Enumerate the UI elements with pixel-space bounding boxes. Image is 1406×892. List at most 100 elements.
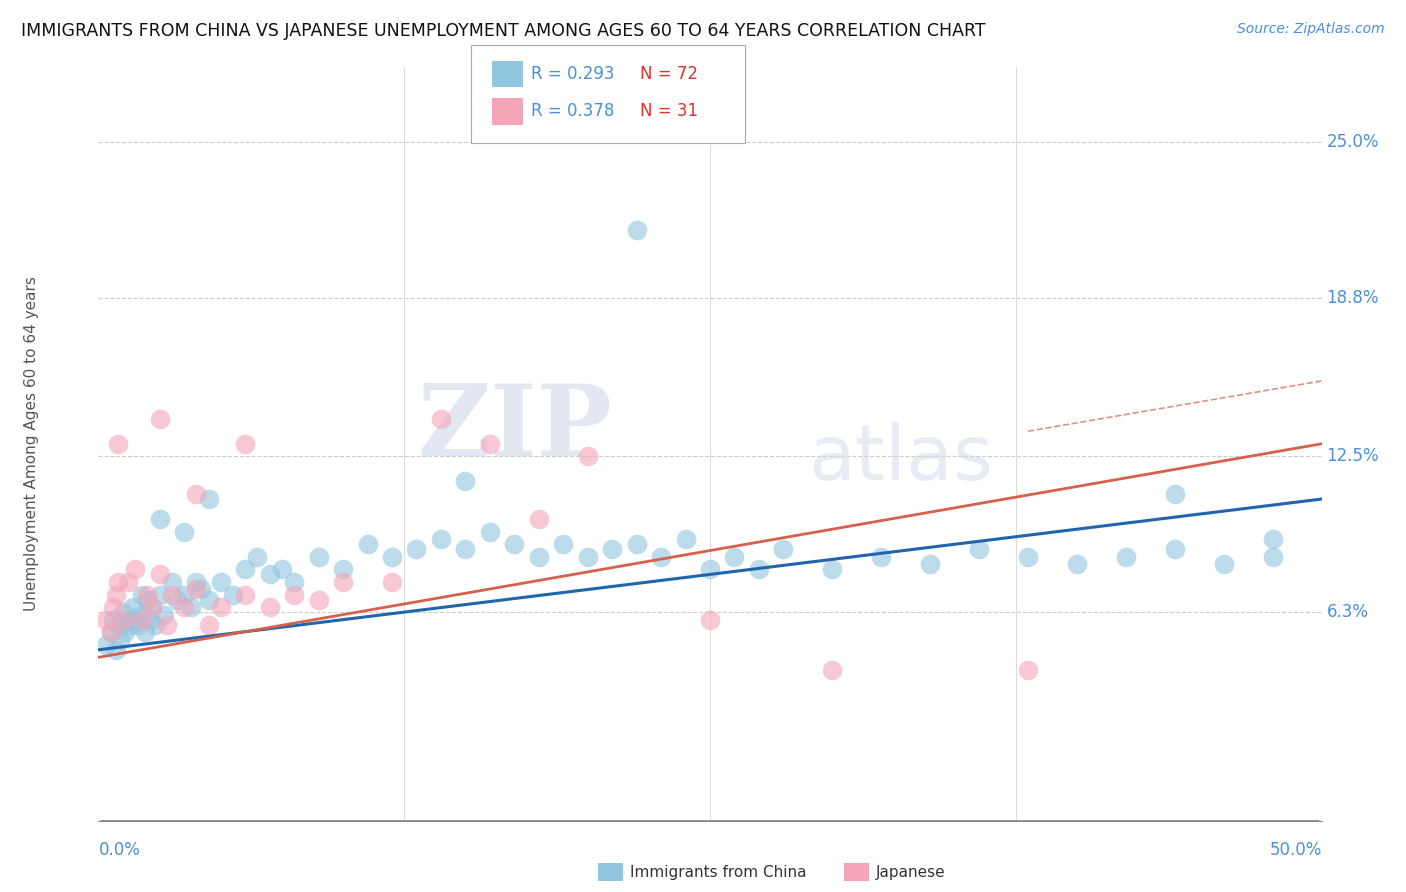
Point <box>576 450 599 464</box>
Text: atlas: atlas <box>808 422 993 496</box>
Point <box>527 549 550 564</box>
Point <box>283 574 305 589</box>
Point <box>920 558 942 572</box>
Point <box>173 524 195 539</box>
Point <box>332 562 354 576</box>
Point <box>120 617 142 632</box>
Point <box>675 533 697 547</box>
Point <box>283 588 305 602</box>
Point <box>233 588 256 602</box>
Point <box>149 588 172 602</box>
Point <box>576 549 599 564</box>
Point <box>308 549 330 564</box>
Text: N = 31: N = 31 <box>640 103 697 120</box>
Point <box>110 632 132 647</box>
Point <box>111 613 134 627</box>
Point <box>160 588 183 602</box>
Point <box>527 512 550 526</box>
Point <box>127 617 149 632</box>
Point <box>124 562 146 576</box>
Point <box>131 588 153 602</box>
Point <box>166 592 188 607</box>
Point <box>186 582 208 597</box>
Point <box>117 613 139 627</box>
Point <box>180 600 202 615</box>
Text: ZIP: ZIP <box>418 380 612 477</box>
Point <box>699 562 721 576</box>
Point <box>197 617 219 632</box>
Point <box>121 600 143 615</box>
Point <box>117 574 139 589</box>
Point <box>143 617 166 632</box>
Point <box>94 638 117 652</box>
Text: 6.3%: 6.3% <box>1326 603 1368 621</box>
Point <box>190 582 212 597</box>
Text: 25.0%: 25.0% <box>1326 133 1379 152</box>
Point <box>209 600 232 615</box>
Text: Source: ZipAtlas.com: Source: ZipAtlas.com <box>1237 22 1385 37</box>
Point <box>153 607 176 622</box>
Point <box>107 574 129 589</box>
Text: 18.8%: 18.8% <box>1326 289 1379 307</box>
Point <box>111 605 134 619</box>
Point <box>650 549 672 564</box>
Point <box>104 642 127 657</box>
Point <box>186 487 208 501</box>
Point <box>1017 663 1039 677</box>
Point <box>209 574 232 589</box>
Point <box>308 592 330 607</box>
Point <box>1017 549 1039 564</box>
Point <box>772 542 794 557</box>
Point <box>222 588 245 602</box>
Point <box>156 617 179 632</box>
Text: 12.5%: 12.5% <box>1326 447 1379 466</box>
Text: 50.0%: 50.0% <box>1270 841 1322 859</box>
Point <box>107 437 129 451</box>
Point <box>332 574 354 589</box>
Point <box>821 663 844 677</box>
Text: N = 72: N = 72 <box>640 65 697 83</box>
Point <box>478 524 501 539</box>
Point <box>1261 549 1284 564</box>
Point <box>246 549 269 564</box>
Point <box>967 542 990 557</box>
Point <box>1164 542 1187 557</box>
Point <box>626 537 648 551</box>
Point <box>94 613 117 627</box>
Point <box>723 549 745 564</box>
Text: Japanese: Japanese <box>876 865 946 880</box>
Point <box>553 537 575 551</box>
Point <box>160 574 183 589</box>
Point <box>233 437 256 451</box>
Point <box>454 475 477 489</box>
Point <box>141 600 163 615</box>
Point <box>134 625 156 640</box>
Text: R = 0.378: R = 0.378 <box>531 103 614 120</box>
Point <box>104 588 127 602</box>
Point <box>821 562 844 576</box>
Point <box>430 411 453 425</box>
Point <box>149 411 172 425</box>
Point <box>1066 558 1088 572</box>
Point <box>478 437 501 451</box>
Text: R = 0.293: R = 0.293 <box>531 65 614 83</box>
Point <box>131 613 153 627</box>
Point <box>129 607 152 622</box>
Text: 0.0%: 0.0% <box>98 841 141 859</box>
Point <box>101 613 124 627</box>
Point <box>259 600 281 615</box>
Point <box>124 613 146 627</box>
Point <box>405 542 427 557</box>
Point <box>1115 549 1137 564</box>
Point <box>136 592 159 607</box>
Point <box>430 533 453 547</box>
Point <box>233 562 256 576</box>
Text: IMMIGRANTS FROM CHINA VS JAPANESE UNEMPLOYMENT AMONG AGES 60 TO 64 YEARS CORRELA: IMMIGRANTS FROM CHINA VS JAPANESE UNEMPL… <box>21 22 986 40</box>
Point <box>186 574 208 589</box>
Text: Immigrants from China: Immigrants from China <box>630 865 807 880</box>
Point <box>173 600 195 615</box>
Point <box>101 600 124 615</box>
Point <box>600 542 623 557</box>
Point <box>1164 487 1187 501</box>
Point <box>141 600 163 615</box>
